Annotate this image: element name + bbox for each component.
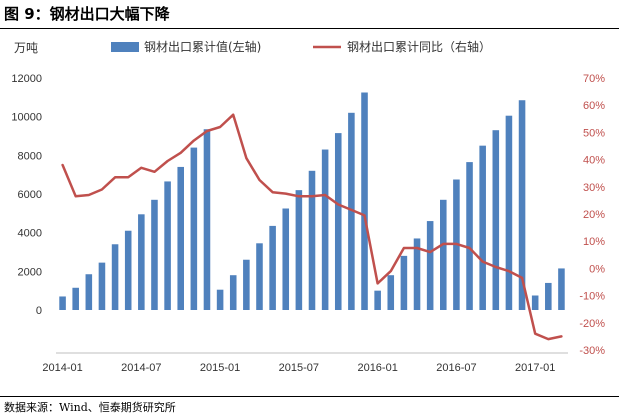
x-axis-tick: 2014-01 — [42, 362, 82, 374]
bar — [124, 230, 132, 310]
bar — [269, 225, 276, 310]
bar — [203, 129, 211, 310]
x-axis-tick: 2016-07 — [436, 362, 476, 374]
bar — [177, 166, 184, 310]
bar — [282, 208, 290, 310]
right-axis-tick: 20% — [583, 209, 605, 221]
left-axis-tick: 0 — [36, 305, 42, 317]
series-line — [61, 113, 563, 341]
legend-swatch-bar — [111, 42, 139, 52]
source-rule — [0, 396, 619, 397]
x-axis-tick: 2014-07 — [121, 362, 161, 374]
right-axis-tick: -20% — [579, 318, 605, 330]
bar — [531, 295, 539, 310]
bar — [308, 170, 316, 310]
bar — [479, 145, 486, 310]
bar — [321, 149, 329, 310]
x-axis-tick: 2015-07 — [279, 362, 319, 374]
left-axis-tick: 10000 — [11, 112, 42, 124]
bar — [256, 243, 263, 310]
bar — [229, 275, 237, 310]
x-axis-tick: 2015-01 — [200, 362, 240, 374]
bar — [518, 100, 526, 310]
left-axis-tick: 12000 — [11, 73, 42, 85]
right-axis-tick: -10% — [579, 291, 605, 303]
bar — [151, 199, 158, 310]
bar — [361, 92, 368, 310]
bar — [440, 199, 447, 310]
bar — [558, 268, 565, 310]
bar — [334, 133, 342, 310]
figure-title: 图 9：钢材出口大幅下降 — [4, 5, 170, 23]
figure-source: 数据来源：Wind、恒泰期货研究所 — [4, 401, 176, 414]
bar — [164, 181, 171, 310]
left-axis-tick: 4000 — [18, 228, 42, 240]
title-rule — [0, 28, 619, 29]
bar — [72, 287, 79, 310]
bar — [85, 274, 93, 310]
bar — [426, 221, 434, 310]
left-axis-tick: 8000 — [18, 150, 42, 162]
bar — [243, 259, 250, 310]
bar — [374, 290, 381, 310]
x-axis-tick: 2016-01 — [357, 362, 397, 374]
right-axis-tick: 60% — [583, 100, 605, 112]
legend-label-bar: 钢材出口累计值(左轴) — [144, 39, 261, 54]
right-axis-tick: 70% — [583, 73, 605, 85]
bar — [400, 255, 408, 310]
left-axis-tick: 2000 — [18, 266, 42, 278]
bar — [387, 275, 395, 310]
left-axis-unit: 万吨 — [14, 41, 38, 55]
right-axis-tick: 0% — [589, 263, 605, 275]
bar — [505, 115, 513, 310]
right-axis-tick: 10% — [583, 236, 605, 248]
right-axis-tick: 40% — [583, 155, 605, 167]
bar — [98, 262, 106, 310]
right-axis-tick: -30% — [579, 345, 605, 357]
right-axis-tick: 50% — [583, 127, 605, 139]
bar — [138, 214, 145, 310]
bar — [466, 162, 473, 310]
bar — [413, 238, 421, 310]
bar — [295, 190, 303, 310]
left-axis-tick: 6000 — [18, 189, 42, 201]
x-axis-tick: 2017-01 — [515, 362, 555, 374]
bar — [492, 130, 500, 310]
bar — [111, 244, 119, 310]
bar — [59, 296, 66, 310]
right-axis-tick: 30% — [583, 182, 605, 194]
bar — [545, 282, 552, 310]
chart: 万吨 0 2000 4000 6000 8000 10000 12000 -30% -20% -10… — [11, 39, 605, 374]
bar — [348, 112, 355, 310]
legend-label-line: 钢材出口累计同比（右轴） — [347, 39, 491, 54]
bar — [216, 289, 224, 310]
bar — [190, 147, 198, 310]
